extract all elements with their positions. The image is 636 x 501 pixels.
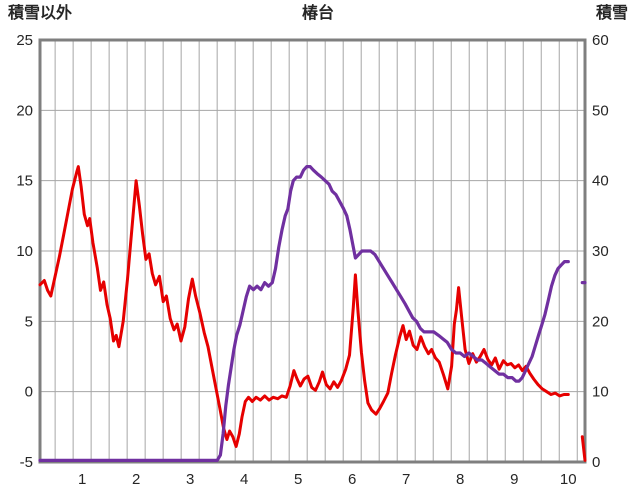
y-right-tick-label: 10 xyxy=(592,384,609,401)
plot-border xyxy=(38,38,587,464)
y-left-tick-label: 20 xyxy=(16,102,33,119)
x-tick-label: 10 xyxy=(560,471,577,488)
x-tick-label: 5 xyxy=(294,471,302,488)
non-snow-line xyxy=(580,435,587,462)
left-axis-title: 積雪以外 xyxy=(8,5,73,22)
y-left-tick-label: 25 xyxy=(16,32,33,49)
y-left-tick-label: 15 xyxy=(16,173,33,190)
right-axis-title: 積雪 xyxy=(595,5,628,22)
non-snow-line xyxy=(38,165,570,448)
y-left-tick-label: -5 xyxy=(20,454,33,471)
x-tick-label: 6 xyxy=(348,471,356,488)
y-right-tick-label: 60 xyxy=(592,32,609,49)
y-left-tick-label: 5 xyxy=(25,313,33,330)
y-right-tick-label: 30 xyxy=(592,243,609,260)
x-tick-label: 8 xyxy=(456,471,464,488)
x-tick-label: 9 xyxy=(510,471,518,488)
x-tick-label: 1 xyxy=(78,471,86,488)
x-tick-label: 2 xyxy=(132,471,140,488)
y-right-tick-label: 50 xyxy=(592,102,609,119)
y-right-tick-label: 20 xyxy=(592,313,609,330)
snow-line xyxy=(38,165,570,462)
y-right-tick-label: 40 xyxy=(592,173,609,190)
x-tick-label: 3 xyxy=(186,471,194,488)
x-tick-label: 7 xyxy=(402,471,410,488)
y-left-tick-label: 10 xyxy=(16,243,33,260)
y-left-tick-label: 0 xyxy=(25,384,33,401)
chart-title: 椿台 xyxy=(301,5,334,22)
x-tick-label: 4 xyxy=(240,471,248,488)
y-right-tick-label: 0 xyxy=(592,454,600,471)
